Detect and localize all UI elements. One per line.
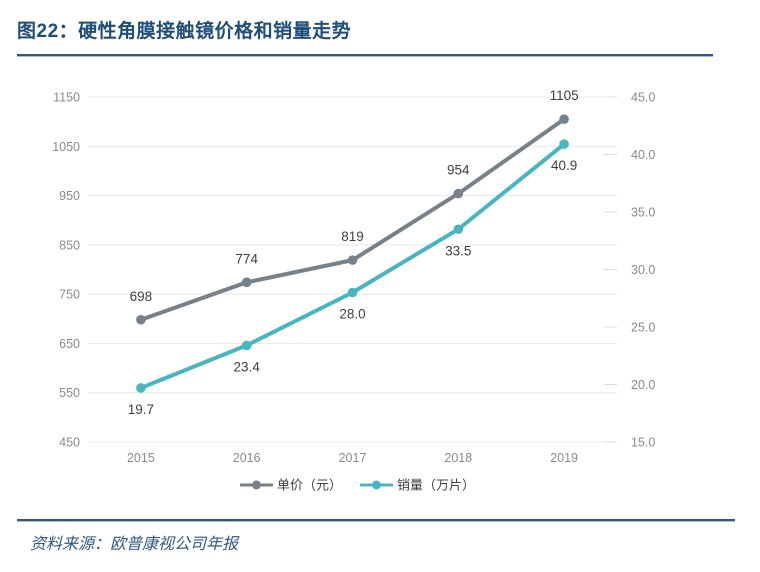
x-axis-label-2018: 2018 [444,451,472,465]
unit-price-data-label-2019: 1105 [550,88,579,103]
sales-volume-line [138,142,567,390]
left-axis-tick-label: 450 [59,436,80,450]
unit-price-data-label-2015: 698 [130,289,153,304]
unit-price-data-label-2018: 954 [447,163,470,178]
sales-volume-point-2016 [241,340,252,351]
x-axis-label-2015: 2015 [127,451,155,465]
line-chart: 1150 1050 950 850 750 650 550 450 45.0 40.0 35.0 30… [0,60,760,510]
left-axis-tick-label: 950 [59,189,80,203]
source-note: 资料来源：欧普康视公司年报 [30,534,239,553]
unit-price-point-2018 [453,188,464,199]
chart-canvas: 1150 1050 950 850 750 650 550 450 45.0 40.0 35.0 30… [52,88,655,493]
left-axis-tick-label: 650 [59,337,80,351]
unit-price-point-2017 [347,255,358,265]
right-axis-tick-label: 15.0 [631,436,655,450]
unit-price-point-2015 [136,314,146,325]
sales-volume-data-label-2017: 28.0 [339,307,365,322]
sales-volume-point-2015 [136,383,146,393]
right-axis-tick-label: 25.0 [631,321,655,335]
legend-sales-volume-marker-dot [372,480,381,490]
x-axis-label-2016: 2016 [233,451,261,465]
sales-volume-data-label-2015: 19.7 [128,402,154,417]
legend-unit-price-label: 单价（元） [277,478,342,493]
right-axis-tick-label: 40.0 [631,148,655,162]
legend-sales-volume-label: 销量（万片） [397,478,475,493]
left-axis-tick-label: 850 [59,238,80,252]
right-axis-tick-label: 30.0 [631,263,655,277]
unit-price-point-2019 [559,114,569,124]
left-axis-tick-label: 750 [59,288,80,302]
sales-volume-point-2017 [347,287,358,298]
left-axis-tick-label: 1050 [52,140,80,154]
unit-price-data-label-2017: 819 [341,229,364,244]
right-axis-tick-label: 45.0 [631,91,655,105]
right-axis-tick-label: 35.0 [631,206,655,220]
sales-volume-data-label-2018: 33.5 [445,243,471,258]
title-divider [17,54,713,57]
left-axis-tick-label: 550 [59,386,80,400]
left-axis-tick-label: 1150 [53,91,80,105]
footer-divider [17,519,735,522]
sales-volume-data-label-2019: 40.9 [551,158,577,173]
unit-price-data-label-2016: 774 [235,251,258,266]
figure-title: 图22：硬性角膜接触镜价格和销量走势 [17,21,352,42]
sales-volume-data-label-2016: 23.4 [234,359,261,374]
unit-price-point-2016 [241,277,252,288]
sales-volume-point-2018 [453,224,464,235]
legend-unit-price-marker-dot [252,480,261,490]
x-axis-label-2017: 2017 [339,451,367,465]
sales-volume-point-2019 [559,139,569,149]
x-axis-label-2019: 2019 [550,451,578,465]
right-axis-tick-label: 20.0 [631,378,655,392]
